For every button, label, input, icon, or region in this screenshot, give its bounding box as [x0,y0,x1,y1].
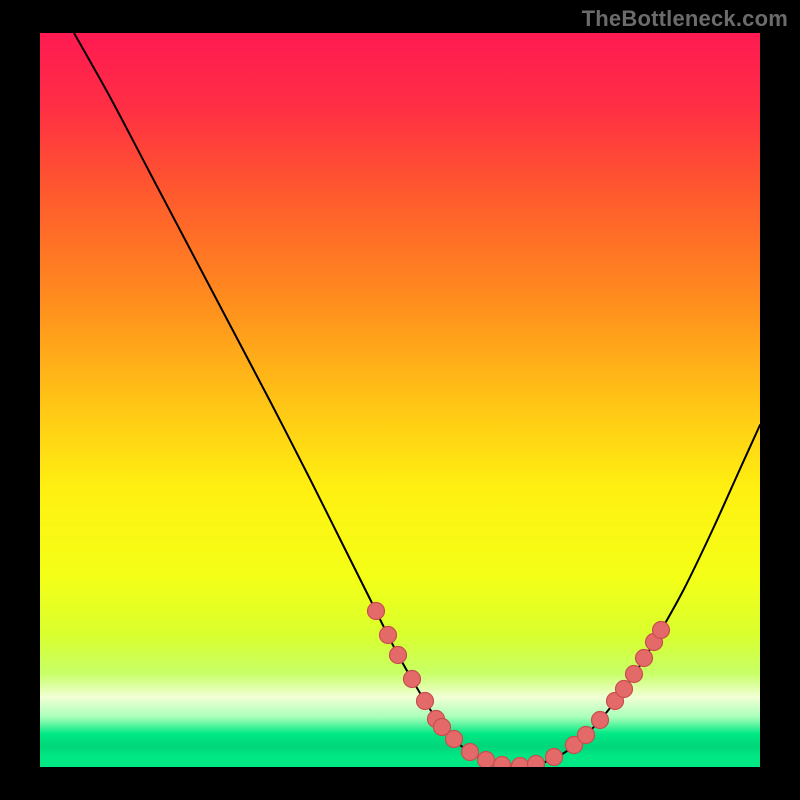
data-marker [446,731,463,748]
data-marker [417,693,434,710]
data-marker [380,627,397,644]
watermark-text: TheBottleneck.com [582,6,788,32]
chart-svg [40,33,760,767]
data-marker [578,727,595,744]
data-marker [592,712,609,729]
data-marker [462,744,479,761]
data-marker [390,647,407,664]
data-marker [478,752,495,768]
data-marker [404,671,421,688]
chart-frame: TheBottleneck.com [0,0,800,800]
data-marker [616,681,633,698]
data-marker [528,756,545,768]
plot-area [40,33,760,767]
data-marker [653,622,670,639]
data-marker [546,749,563,766]
data-marker [636,650,653,667]
data-marker [626,666,643,683]
data-marker [368,603,385,620]
